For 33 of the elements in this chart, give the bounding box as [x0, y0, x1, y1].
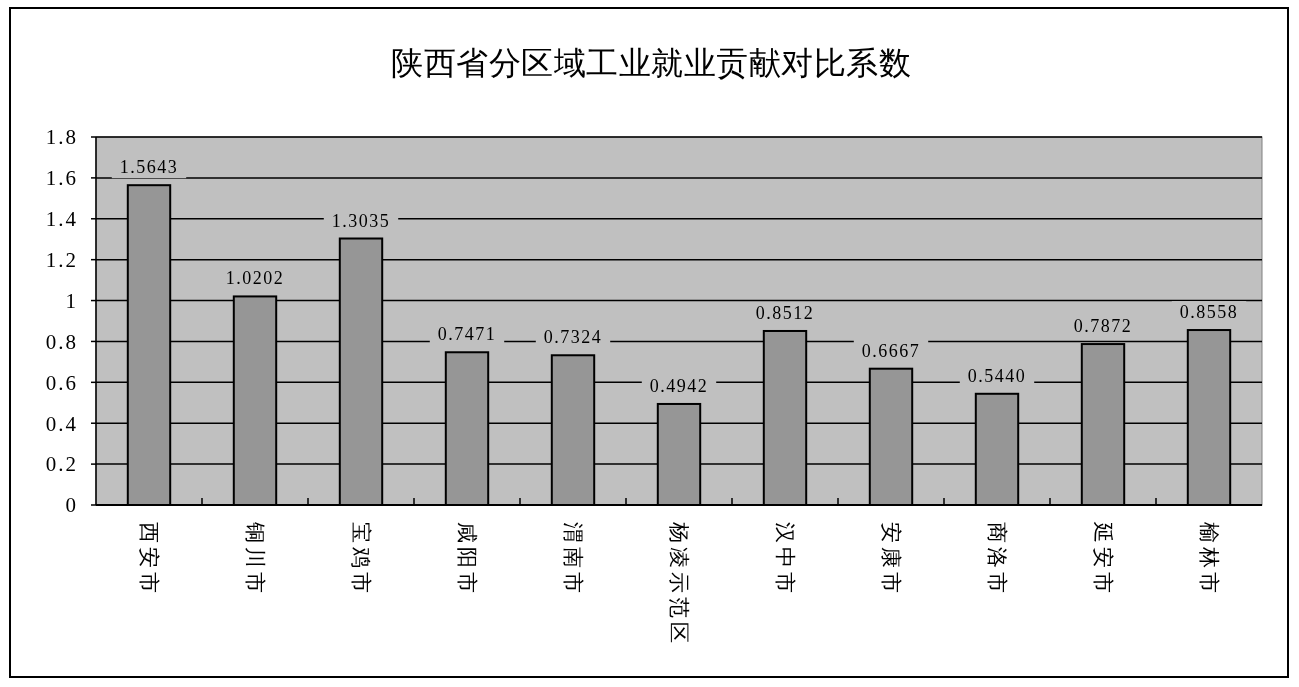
x-tick-label: 榆林市 [1196, 522, 1221, 597]
x-tick-label: 咸阳市 [454, 522, 479, 597]
x-tick-label: 汉中市 [772, 522, 797, 597]
y-tick-label: 0.4 [45, 411, 78, 436]
data-label: 0.5440 [967, 365, 1027, 386]
x-tick-label: 宝鸡市 [348, 522, 373, 597]
data-label: 1.5643 [119, 157, 179, 178]
chart-title: 陕西省分区域工业就业贡献对比系数 [391, 45, 911, 81]
y-tick-label: 1.6 [45, 166, 78, 191]
x-tick-label: 安康市 [878, 522, 903, 597]
y-tick-label: 0 [65, 493, 78, 518]
data-label: 0.6667 [861, 340, 921, 361]
data-label: 0.8512 [755, 302, 815, 323]
y-tick-label: 1.2 [45, 248, 78, 273]
data-label: 1.3035 [331, 210, 391, 231]
x-tick-label: 商洛市 [984, 522, 1009, 597]
data-label: 0.7324 [543, 327, 603, 348]
y-tick-label: 1 [65, 288, 78, 313]
y-tick-label: 1.8 [45, 125, 78, 150]
x-tick-label: 铜川市 [242, 521, 267, 597]
x-tick-label: 杨凌示范区 [666, 521, 691, 647]
x-tick-label: 渭南市 [560, 522, 585, 597]
x-tick-label: 延安市 [1090, 521, 1115, 597]
y-tick-label: 0.2 [45, 452, 78, 477]
data-label: 0.4942 [649, 375, 709, 396]
x-tick-label: 西安市 [136, 522, 161, 597]
data-label: 0.8558 [1179, 302, 1239, 323]
data-label: 0.7471 [437, 324, 497, 345]
y-tick-label: 0.6 [45, 370, 78, 395]
y-tick-label: 1.4 [45, 207, 78, 232]
y-tick-label: 0.8 [45, 329, 78, 354]
data-label: 0.7872 [1073, 316, 1133, 337]
data-label: 1.0202 [225, 268, 285, 289]
